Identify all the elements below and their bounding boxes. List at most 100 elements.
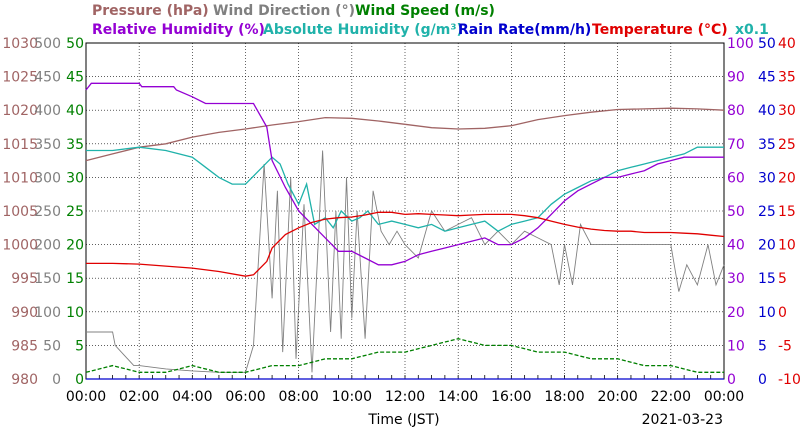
legend-item: Relative Humidity (%) (92, 22, 265, 38)
date-label: 2021-03-23 (642, 412, 723, 428)
y-tick-label-temperature: -10 (778, 372, 800, 388)
y-tick-label-pressure: 1030 (2, 36, 38, 52)
x-tick-label: 20:00 (597, 389, 637, 405)
y-tick-label-wind-direction: 300 (34, 170, 61, 186)
y-tick-label-rain-rate: 50 (758, 36, 776, 52)
grid (85, 42, 725, 380)
y-tick-label-wind-speed: 30 (66, 170, 84, 186)
left-axes: 1030102510201015101010051000995990985980… (2, 36, 84, 388)
y-tick-label-wind-direction: 150 (34, 271, 61, 287)
y-tick-label-pressure: 985 (11, 338, 38, 354)
x-tick-label: 12:00 (385, 389, 425, 405)
y-tick-label-temperature: 15 (778, 204, 796, 220)
y-tick-label-rain-rate: 30 (758, 170, 776, 186)
y-tick-label-relative-humidity: 30 (727, 271, 745, 287)
y-tick-label-relative-humidity: 40 (727, 238, 745, 254)
y-tick-label-rain-rate: 20 (758, 238, 776, 254)
y-tick-label-rain-rate: 15 (758, 271, 776, 287)
y-tick-label-wind-speed: 5 (75, 338, 84, 354)
x-tick-label: 18:00 (544, 389, 584, 405)
y-tick-label-rain-rate: 0 (758, 372, 767, 388)
y-tick-label-temperature: 5 (778, 271, 787, 287)
y-tick-label-wind-direction: 100 (34, 305, 61, 321)
y-tick-label-relative-humidity: 10 (727, 338, 745, 354)
y-tick-label-relative-humidity: 20 (727, 305, 745, 321)
y-tick-label-wind-speed: 25 (66, 204, 84, 220)
y-tick-label-temperature: -5 (778, 338, 792, 354)
x-tick-label: 00:00 (704, 389, 744, 405)
y-tick-label-temperature: 35 (778, 70, 796, 86)
legend-item: Pressure (hPa) (92, 3, 209, 19)
y-tick-label-wind-speed: 35 (66, 137, 84, 153)
y-tick-label-wind-speed: 10 (66, 305, 84, 321)
y-tick-label-wind-direction: 50 (43, 338, 61, 354)
y-tick-label-relative-humidity: 100 (727, 36, 754, 52)
x-tick-label: 14:00 (438, 389, 478, 405)
y-tick-label-temperature: 10 (778, 238, 796, 254)
y-tick-label-pressure: 990 (11, 305, 38, 321)
y-tick-label-wind-speed: 0 (75, 372, 84, 388)
y-tick-label-pressure: 1005 (2, 204, 38, 220)
y-tick-label-rain-rate: 5 (758, 338, 767, 354)
y-tick-label-wind-direction: 200 (34, 238, 61, 254)
y-tick-label-pressure: 980 (11, 372, 38, 388)
y-tick-label-pressure: 1015 (2, 137, 38, 153)
legend-item: Wind Speed (m/s) (355, 3, 495, 19)
x-axis: 00:00 02:00 04:00 06:00 08:00 10:00 12:00 14:00… (66, 389, 744, 405)
y-tick-label-pressure: 1000 (2, 238, 38, 254)
series-line-wind-speed (85, 338, 724, 373)
x-tick-label: 06:00 (225, 389, 265, 405)
y-tick-label-pressure: 1025 (2, 70, 38, 86)
y-tick-label-wind-direction: 450 (34, 70, 61, 86)
y-tick-label-rain-rate: 10 (758, 305, 776, 321)
y-tick-label-relative-humidity: 60 (727, 170, 745, 186)
y-tick-label-relative-humidity: 0 (727, 372, 736, 388)
legend-item: Absolute Humidity (g/m³) (263, 22, 463, 38)
y-tick-label-rain-rate: 45 (758, 70, 776, 86)
y-tick-label-wind-speed: 40 (66, 103, 84, 119)
y-tick-label-wind-speed: 50 (66, 36, 84, 52)
series-line-pressure (85, 107, 725, 162)
x-tick-label: 10:00 (332, 389, 372, 405)
y-tick-label-pressure: 1010 (2, 170, 38, 186)
y-tick-label-temperature: 20 (778, 170, 796, 186)
y-tick-label-relative-humidity: 80 (727, 103, 745, 119)
x-tick-label: 22:00 (651, 389, 691, 405)
series-line-relative-humidity (85, 82, 724, 266)
y-tick-label-wind-direction: 500 (34, 36, 61, 52)
y-tick-label-temperature: 25 (778, 137, 796, 153)
x-tick-label: 02:00 (119, 389, 159, 405)
legend-item: Temperature (°C) (592, 22, 728, 38)
y-tick-label-wind-speed: 20 (66, 238, 84, 254)
y-tick-label-relative-humidity: 90 (727, 70, 745, 86)
x-tick-label: 08:00 (278, 389, 318, 405)
y-tick-label-wind-direction: 350 (34, 137, 61, 153)
y-tick-label-pressure: 995 (11, 271, 38, 287)
y-tick-label-temperature: 40 (778, 36, 796, 52)
y-tick-label-rain-rate: 40 (758, 103, 776, 119)
legend-item: Rain Rate(mm/h) (458, 22, 591, 38)
plot-area (85, 82, 725, 380)
x-tick-label: 16:00 (491, 389, 531, 405)
series-line-temperature (86, 211, 725, 277)
series-line-absolute-humidity (86, 146, 724, 232)
series-line-wind-direction (86, 150, 725, 373)
y-tick-label-temperature: 30 (778, 103, 796, 119)
legend-item: x0.1 (735, 22, 769, 38)
right-axes: 1009080706050403020100504540353025201510… (727, 36, 800, 388)
legend: Pressure (hPa) Wind Direction (°) Wind Spe… (92, 3, 769, 38)
x-tick-label: 00:00 (66, 389, 106, 405)
x-axis-label: Time (JST) (367, 412, 439, 428)
y-tick-label-pressure: 1020 (2, 103, 38, 119)
x-tick-label: 04:00 (172, 389, 212, 405)
y-tick-label-wind-direction: 0 (52, 372, 61, 388)
y-tick-label-wind-direction: 250 (34, 204, 61, 220)
y-tick-label-rain-rate: 35 (758, 137, 776, 153)
y-tick-label-temperature: 0 (778, 305, 787, 321)
y-tick-label-relative-humidity: 70 (727, 137, 745, 153)
y-tick-label-relative-humidity: 50 (727, 204, 745, 220)
y-tick-label-wind-speed: 45 (66, 70, 84, 86)
y-tick-label-wind-direction: 400 (34, 103, 61, 119)
legend-item: Wind Direction (°) (213, 3, 355, 19)
